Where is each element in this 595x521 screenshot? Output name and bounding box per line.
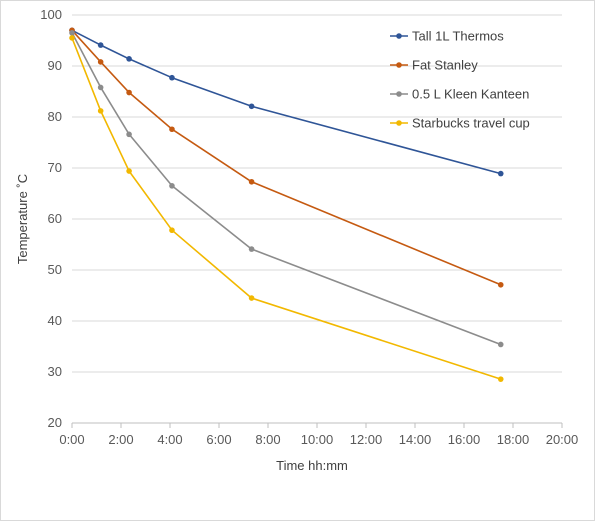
- x-tick-label: 14:00: [399, 432, 432, 447]
- x-axis-title: Time hh:mm: [276, 458, 348, 473]
- x-tick-label: 20:00: [546, 432, 579, 447]
- data-point: [169, 183, 175, 189]
- data-point: [97, 108, 104, 114]
- legend-label: Starbucks travel cup: [412, 116, 530, 131]
- x-tick-label: 6:00: [206, 432, 231, 447]
- data-point: [169, 74, 175, 81]
- x-tick-label: 4:00: [157, 432, 182, 447]
- legend: Tall 1L Thermos Fat Stanley 0.5 L Kleen Ka…: [390, 29, 530, 131]
- data-point: [126, 89, 132, 96]
- legend-label: Tall 1L Thermos: [412, 29, 504, 44]
- legend-label: 0.5 L Kleen Kanteen: [412, 87, 529, 102]
- y-tick-label: 40: [48, 313, 62, 328]
- y-tick-label: 30: [48, 364, 62, 379]
- data-point: [69, 30, 75, 36]
- legend-swatch-marker: [396, 91, 402, 97]
- data-point: [69, 35, 75, 41]
- series-3: [69, 30, 504, 348]
- data-point: [497, 281, 504, 288]
- y-tick-label: 60: [48, 211, 62, 226]
- series-1: [69, 27, 504, 177]
- y-tick-label: 70: [48, 160, 62, 175]
- x-tick-label: 18:00: [497, 432, 530, 447]
- series-4: [69, 35, 504, 382]
- legend-item: Fat Stanley: [390, 58, 478, 73]
- y-tick-label: 20: [48, 415, 62, 430]
- series-group: [69, 27, 504, 382]
- data-point: [126, 131, 132, 138]
- series-line: [71, 37, 502, 380]
- series-2: [69, 27, 504, 288]
- data-point: [169, 227, 175, 234]
- y-tick-label: 50: [48, 262, 62, 277]
- x-tick-label: 10:00: [301, 432, 334, 447]
- x-tick-label: 2:00: [108, 432, 133, 447]
- data-point: [248, 178, 255, 185]
- data-point: [497, 341, 504, 348]
- series-line: [71, 29, 502, 175]
- y-tick-label: 100: [40, 7, 62, 22]
- data-point: [248, 246, 255, 252]
- data-point: [248, 103, 255, 110]
- y-axis-title: Temperature ˚C: [15, 174, 30, 264]
- series-line: [71, 32, 502, 346]
- legend-swatch-marker: [396, 62, 402, 68]
- legend-label: Fat Stanley: [412, 58, 478, 73]
- data-point: [126, 168, 132, 174]
- data-point: [97, 42, 104, 48]
- data-point: [97, 84, 104, 91]
- x-tick-label: 12:00: [350, 432, 383, 447]
- y-tick-labels: 20 30 40 50 60 70 80 90 100: [40, 7, 62, 430]
- x-tick-label: 8:00: [255, 432, 280, 447]
- x-tick-label: 0:00: [59, 432, 84, 447]
- axes: [71, 422, 563, 428]
- y-tick-label: 80: [48, 109, 62, 124]
- data-point: [169, 126, 175, 133]
- data-point: [497, 170, 504, 177]
- x-tick-labels: 0:00 2:00 4:00 6:00 8:00 10:00 12:00 14:00 16:00…: [59, 432, 578, 447]
- data-point: [497, 376, 504, 382]
- legend-swatch-marker: [396, 33, 402, 39]
- x-tick-label: 16:00: [448, 432, 481, 447]
- data-point: [248, 295, 255, 301]
- legend-item: Tall 1L Thermos: [390, 29, 504, 44]
- series-line: [71, 29, 502, 286]
- data-point: [97, 59, 104, 65]
- y-tick-label: 90: [48, 58, 62, 73]
- legend-swatch-marker: [396, 120, 402, 126]
- legend-item: Starbucks travel cup: [390, 116, 530, 131]
- data-point: [126, 56, 132, 62]
- legend-item: 0.5 L Kleen Kanteen: [390, 87, 529, 102]
